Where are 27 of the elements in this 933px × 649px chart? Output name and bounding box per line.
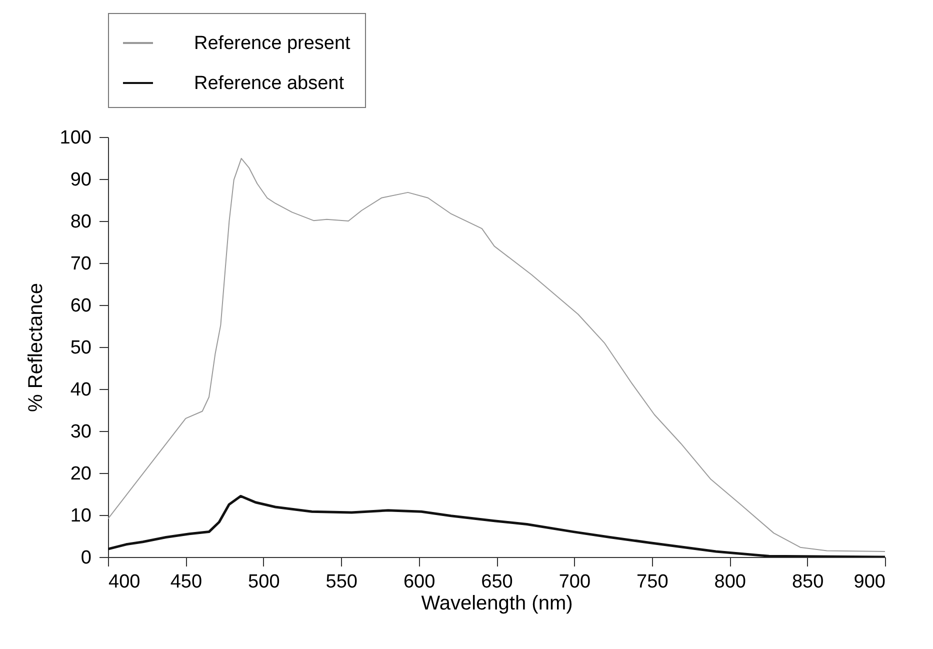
x-tick-label: 900 [854,572,886,592]
line-series [108,158,885,552]
y-tick-label: 70 [70,254,92,274]
x-axis-title: Wavelength (nm) [421,592,573,614]
legend-label: Reference absent [194,73,345,94]
x-tick-label: 750 [636,572,668,592]
x-tick-label: 850 [792,572,824,592]
y-tick-label: 20 [70,464,92,484]
y-tick-label: 90 [70,170,92,190]
y-tick-label: 80 [70,212,92,232]
x-tick-label: 800 [714,572,746,592]
y-tick-label: 100 [60,128,92,148]
x-tick-label: 450 [170,572,202,592]
x-tick-label: 650 [481,572,513,592]
x-tick-label: 700 [558,572,591,592]
y-tick-label: 50 [70,338,92,358]
y-tick-label: 60 [70,296,92,316]
x-tick-label: 500 [248,572,280,592]
legend-label: Reference present [194,33,352,54]
x-tick-label: 400 [108,572,140,592]
y-tick-label: 30 [70,422,92,442]
y-tick-label: 40 [70,380,92,400]
y-tick-label: 0 [80,548,92,568]
y-tick-label: 10 [70,506,92,526]
x-tick-label: 550 [326,572,358,592]
x-tick-label: 600 [403,572,436,592]
y-axis-title: % Reflectance [24,283,47,412]
